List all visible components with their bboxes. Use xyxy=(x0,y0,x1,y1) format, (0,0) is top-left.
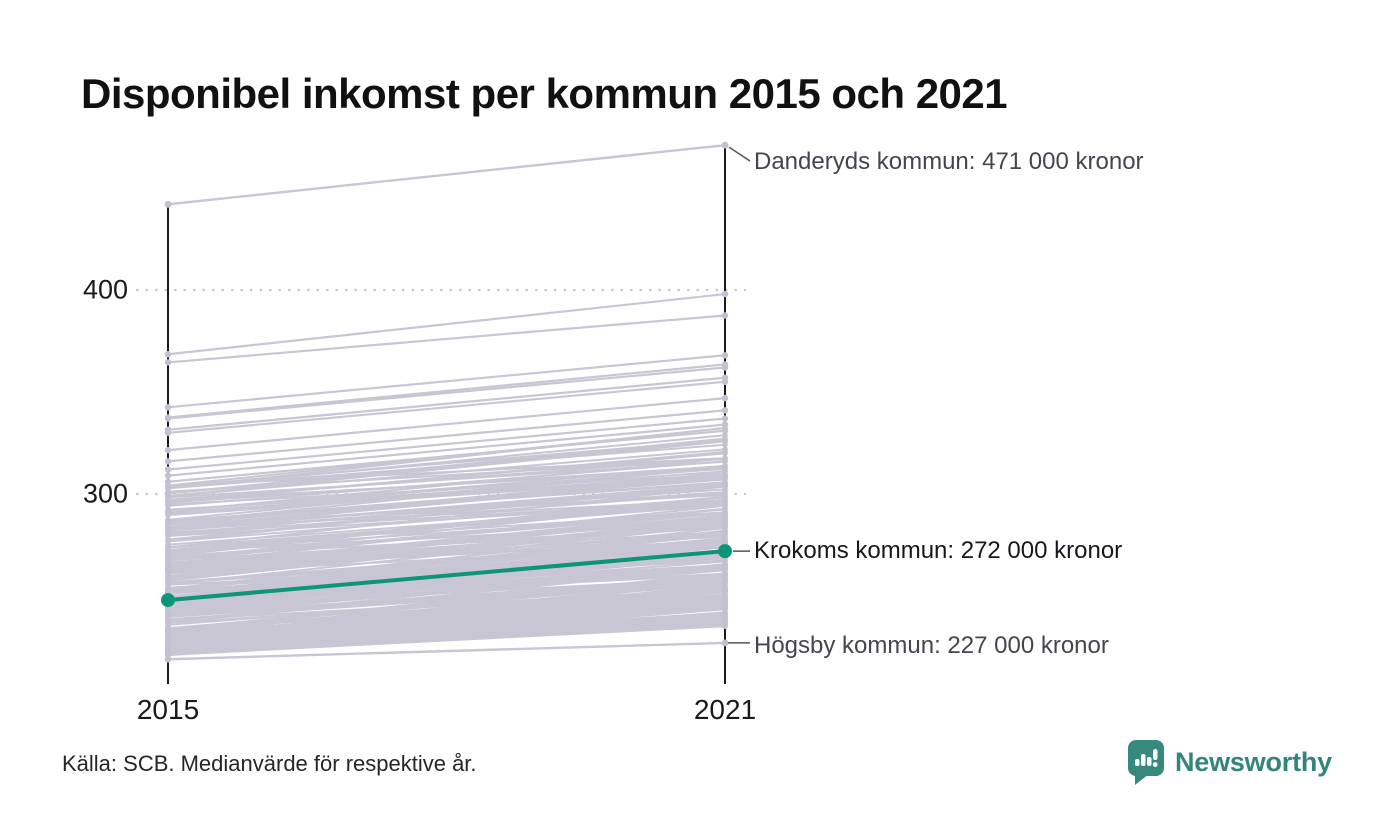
y-axis-tick-label-400: 400 xyxy=(82,274,128,305)
y-axis-tick-label-300: 300 xyxy=(82,478,128,509)
annotation-krokom: Krokoms kommun: 272 000 kronor xyxy=(754,537,1123,564)
newsworthy-logo-icon xyxy=(1127,740,1164,785)
annotation-hogsby: Högsby kommun: 227 000 kronor xyxy=(754,632,1109,659)
annotation-danderyd: Danderyds kommun: 471 000 kronor xyxy=(754,148,1144,175)
chart-title: Disponibel inkomst per kommun 2015 och 2… xyxy=(81,70,1008,117)
newsworthy-logo: Newsworthy xyxy=(1126,738,1332,786)
source-note: Källa: SCB. Medianvärde för respektive å… xyxy=(62,751,477,776)
x-axis-label-2021: 2021 xyxy=(693,694,757,725)
x-axis-label-2015: 2015 xyxy=(136,694,200,725)
newsworthy-wordmark: Newsworthy xyxy=(1174,746,1332,777)
